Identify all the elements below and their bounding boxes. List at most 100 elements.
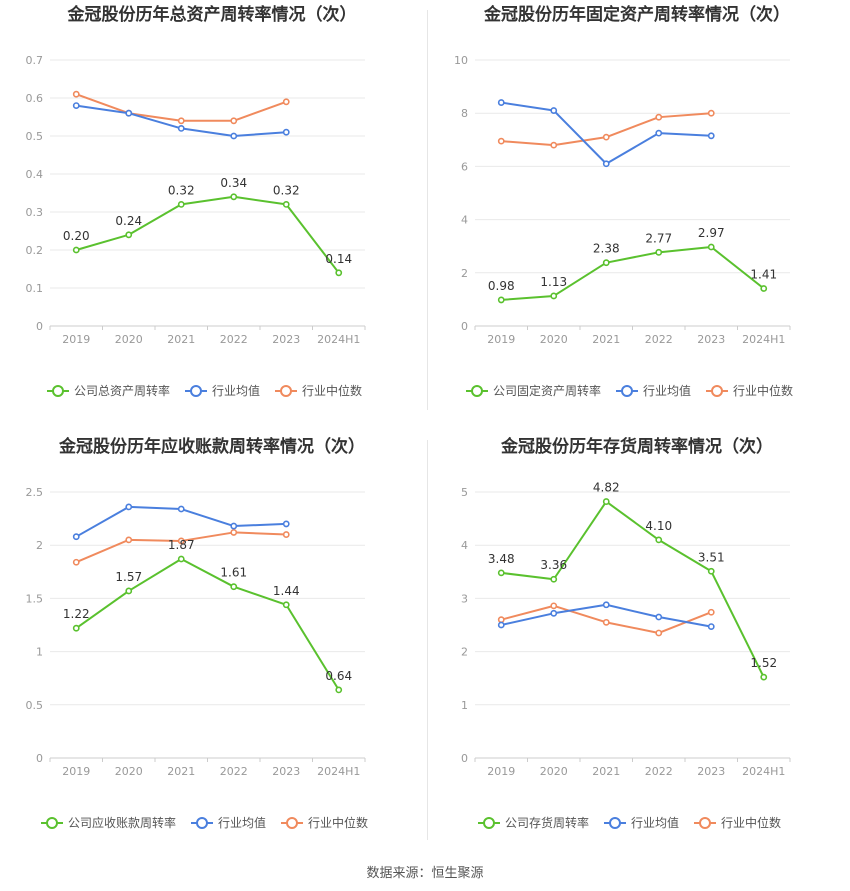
data-point-median (550, 602, 558, 610)
y-tick-label: 0 (36, 752, 43, 765)
x-tick-label: 2024H1 (317, 333, 360, 346)
legend-marker-icon (699, 817, 711, 829)
data-point-avg (497, 621, 505, 629)
data-label: 1.22 (63, 607, 90, 621)
series-line-company (75, 195, 340, 274)
data-label: 0.64 (325, 669, 352, 683)
data-point-company (760, 673, 768, 681)
data-point-company (125, 231, 133, 239)
y-tick-label: 1 (36, 646, 43, 659)
chart-panel-total-asset-turnover: 金冠股份历年总资产周转率情况（次） 0 0.1 0.2 0.3 0.4 0.5 0.6 0.7 2… (0, 0, 425, 430)
y-tick-label: 0.5 (26, 130, 44, 143)
chart-title: 金冠股份历年总资产周转率情况（次） (67, 4, 357, 25)
series-line-company (501, 245, 765, 301)
legend-marker-icon (711, 385, 723, 397)
data-label: 1.52 (750, 656, 777, 670)
chart-title: 金冠股份历年存货周转率情况（次） (500, 436, 773, 457)
data-point-median (282, 98, 290, 106)
data-label: 3.36 (540, 558, 567, 572)
data-point-company (230, 583, 238, 591)
data-label: 1.87 (168, 538, 195, 552)
data-point-avg (230, 522, 238, 530)
data-label: 0.20 (63, 229, 90, 243)
series-line-company (501, 500, 765, 678)
y-tick-label: 3 (461, 592, 468, 605)
x-tick-label: 2020 (540, 765, 568, 778)
data-point-company (497, 296, 505, 304)
y-tick-label: 2.5 (26, 486, 44, 499)
data-label: 3.48 (488, 552, 515, 566)
data-point-median (72, 90, 80, 98)
legend-label: 行业均值 (643, 383, 691, 398)
legend-item-median: 行业中位数 (706, 383, 793, 398)
data-label: 1.41 (750, 267, 777, 281)
series-line-company (75, 558, 340, 691)
data-point-company (125, 587, 133, 595)
x-tick-label: 2019 (62, 765, 90, 778)
x-tick-label: 2022 (220, 333, 248, 346)
legend-marker-icon (52, 385, 64, 397)
y-tick-label: 0 (461, 320, 468, 333)
chart-receivables-turnover: 金冠股份历年应收账款周转率情况（次） 0 0.5 1 1.5 2 2.5 2019 2020 20… (26, 436, 369, 830)
legend-label: 行业均值 (218, 815, 266, 830)
x-tick-label: 2021 (167, 333, 195, 346)
data-point-median (707, 608, 715, 616)
y-tick-label: 1 (461, 699, 468, 712)
y-tick-label: 0 (36, 320, 43, 333)
y-tick-label: 2 (36, 539, 43, 552)
data-point-avg (655, 613, 663, 621)
data-point-avg (125, 109, 133, 117)
data-point-avg (497, 99, 505, 106)
legend-item-company: 公司应收账款周转率 (41, 815, 176, 830)
data-label: 0.34 (220, 176, 247, 190)
data-point-median (707, 109, 715, 117)
legend-marker-icon (190, 385, 202, 397)
x-tick-label: 2023 (697, 333, 725, 346)
data-label: 0.24 (115, 214, 142, 228)
chart-inventory-turnover: 金冠股份历年存货周转率情况（次） 0 1 2 3 4 5 2019 2020 2021 2022 20… (461, 436, 791, 830)
legend-marker-icon (609, 817, 621, 829)
data-point-company (497, 569, 505, 577)
legend-marker-icon (46, 817, 58, 829)
chart-total-asset-turnover: 金冠股份历年总资产周转率情况（次） 0 0.1 0.2 0.3 0.4 0.5 0.6 0.7 2… (26, 4, 366, 398)
legend-label: 行业均值 (631, 815, 679, 830)
data-point-company (655, 248, 663, 256)
data-label: 2.38 (593, 242, 620, 256)
data-point-median (125, 536, 133, 544)
y-tick-label: 1.5 (26, 592, 44, 605)
data-label: 4.82 (593, 481, 620, 495)
data-point-company (335, 686, 343, 694)
legend-label: 公司总资产周转率 (74, 383, 170, 398)
y-tick-label: 4 (461, 539, 468, 552)
y-tick-label: 10 (454, 54, 468, 67)
y-tick-label: 6 (461, 160, 468, 173)
data-point-company (550, 575, 558, 583)
data-label: 2.77 (645, 231, 672, 245)
series-line-avg (501, 101, 712, 165)
data-point-median (177, 117, 185, 125)
data-label: 0.32 (273, 183, 300, 197)
chart-panel-fixed-asset-turnover: 金冠股份历年固定资产周转率情况（次） 0 2 4 6 8 10 2019 2020 2021 202… (425, 0, 850, 430)
x-tick-label: 2022 (220, 765, 248, 778)
legend-label: 行业中位数 (308, 815, 368, 830)
data-label: 1.13 (540, 275, 567, 289)
legend-item-company: 公司总资产周转率 (47, 383, 170, 398)
data-point-median (602, 133, 610, 141)
x-tick-label: 2023 (697, 765, 725, 778)
data-point-company (335, 269, 343, 277)
chart-title: 金冠股份历年固定资产周转率情况（次） (483, 4, 790, 25)
x-tick-label: 2021 (592, 765, 620, 778)
y-tick-label: 0.5 (26, 699, 44, 712)
data-point-median (497, 137, 505, 145)
y-tick-label: 2 (461, 646, 468, 659)
data-label: 0.14 (325, 252, 352, 266)
data-point-avg (602, 601, 610, 609)
x-tick-label: 2024H1 (317, 765, 360, 778)
data-point-avg (707, 623, 715, 630)
data-point-company (282, 601, 290, 609)
y-tick-label: 8 (461, 107, 468, 120)
data-point-company (602, 259, 610, 267)
y-tick-label: 0.6 (26, 92, 44, 105)
y-tick-label: 0.1 (26, 282, 44, 295)
data-point-median (602, 618, 610, 626)
